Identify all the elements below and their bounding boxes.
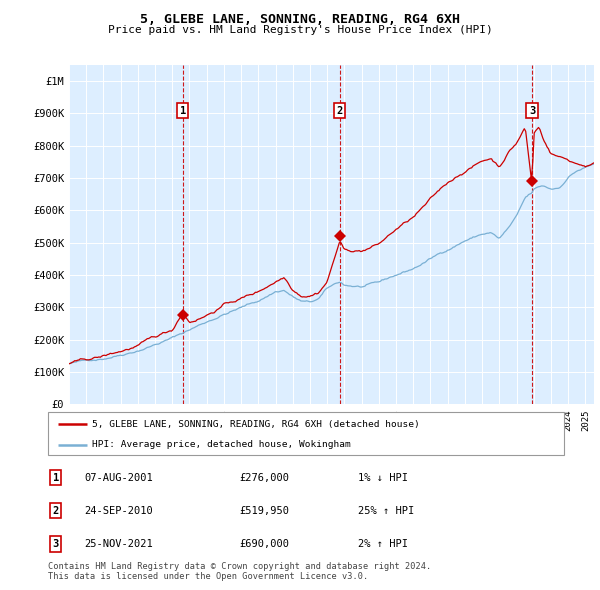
Text: 25% ↑ HPI: 25% ↑ HPI bbox=[358, 506, 414, 516]
Text: 3: 3 bbox=[53, 539, 59, 549]
Text: Contains HM Land Registry data © Crown copyright and database right 2024.
This d: Contains HM Land Registry data © Crown c… bbox=[48, 562, 431, 581]
Text: 5, GLEBE LANE, SONNING, READING, RG4 6XH: 5, GLEBE LANE, SONNING, READING, RG4 6XH bbox=[140, 13, 460, 26]
Text: 25-NOV-2021: 25-NOV-2021 bbox=[84, 539, 153, 549]
Text: 2: 2 bbox=[337, 106, 343, 116]
Text: £690,000: £690,000 bbox=[239, 539, 289, 549]
Text: 24-SEP-2010: 24-SEP-2010 bbox=[84, 506, 153, 516]
Text: 5, GLEBE LANE, SONNING, READING, RG4 6XH (detached house): 5, GLEBE LANE, SONNING, READING, RG4 6XH… bbox=[92, 420, 419, 429]
Text: £276,000: £276,000 bbox=[239, 473, 289, 483]
Text: 1% ↓ HPI: 1% ↓ HPI bbox=[358, 473, 407, 483]
Text: Price paid vs. HM Land Registry's House Price Index (HPI): Price paid vs. HM Land Registry's House … bbox=[107, 25, 493, 35]
Text: £519,950: £519,950 bbox=[239, 506, 289, 516]
Text: 07-AUG-2001: 07-AUG-2001 bbox=[84, 473, 153, 483]
Text: 2: 2 bbox=[53, 506, 59, 516]
Text: 1: 1 bbox=[53, 473, 59, 483]
Text: 1: 1 bbox=[179, 106, 186, 116]
Text: HPI: Average price, detached house, Wokingham: HPI: Average price, detached house, Woki… bbox=[92, 440, 350, 449]
Text: 2% ↑ HPI: 2% ↑ HPI bbox=[358, 539, 407, 549]
Text: 3: 3 bbox=[529, 106, 535, 116]
